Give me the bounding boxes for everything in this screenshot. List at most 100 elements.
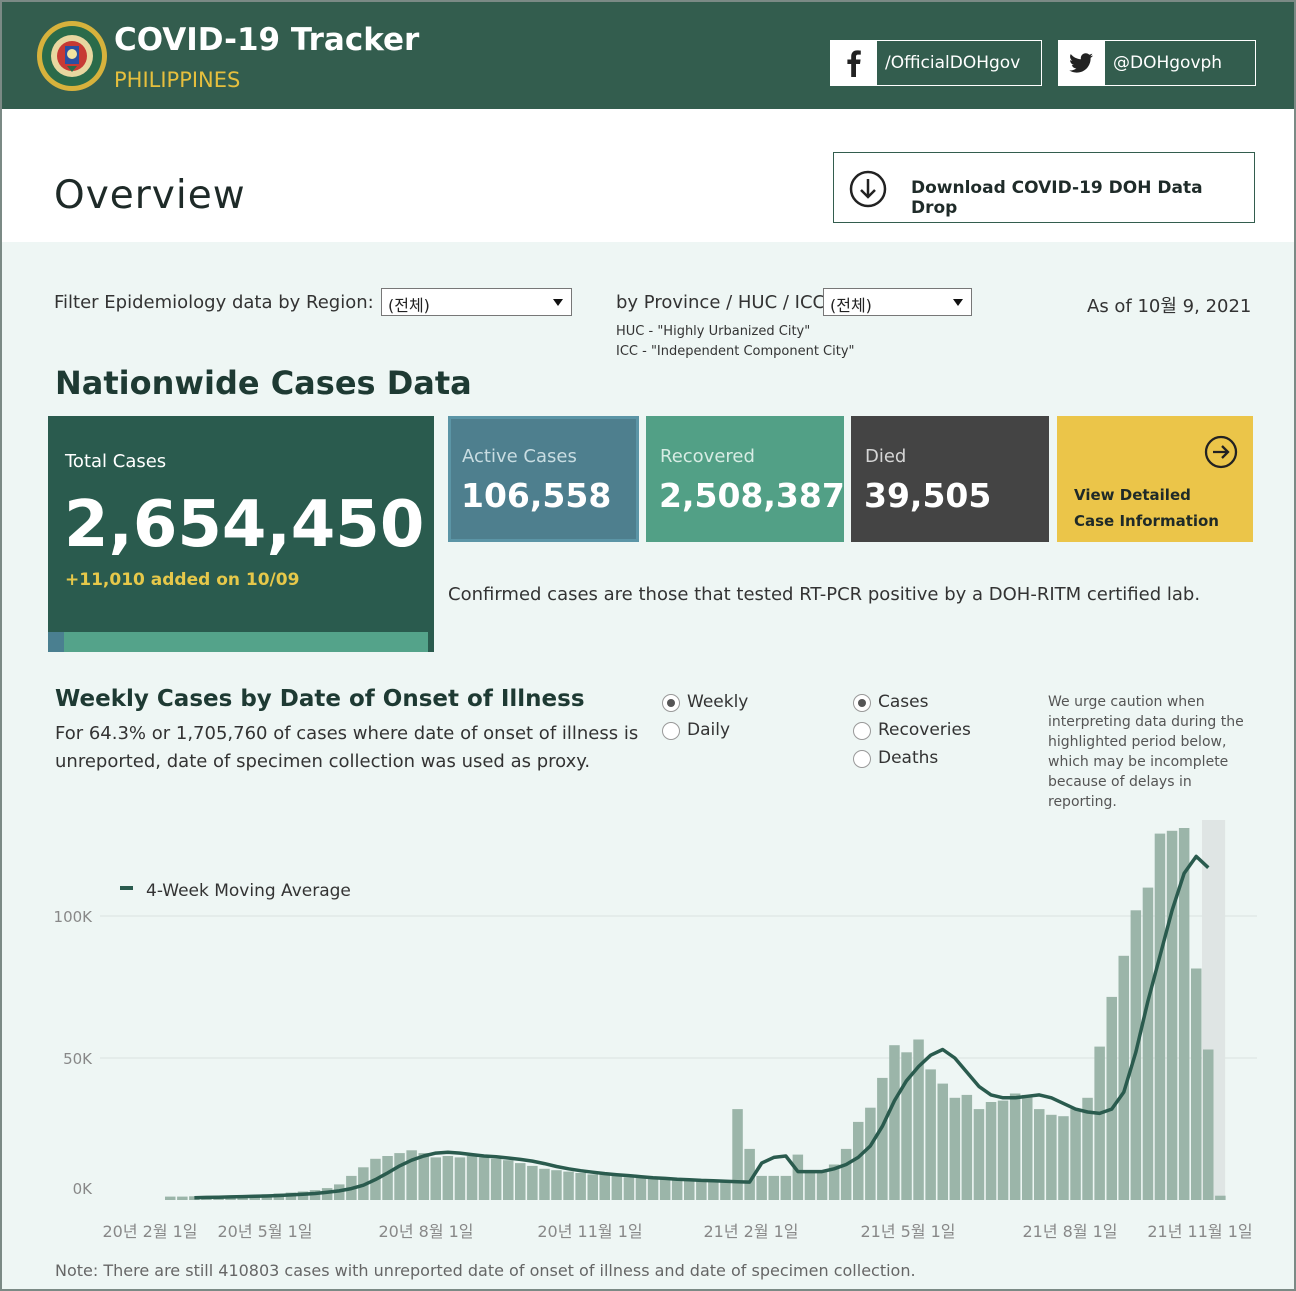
- weekly-cases-bar[interactable]: [189, 1196, 200, 1200]
- weekly-cases-bar[interactable]: [768, 1175, 780, 1200]
- weekly-cases-bar[interactable]: [1215, 1195, 1226, 1200]
- y-tick-label: 100K: [54, 908, 94, 926]
- x-tick-label: 20년 11월 1일: [537, 1222, 642, 1241]
- weekly-cases-bar[interactable]: [732, 1109, 743, 1200]
- weekly-cases-bar[interactable]: [913, 1039, 924, 1201]
- weekly-cases-bar[interactable]: [708, 1181, 719, 1201]
- weekly-cases-bar[interactable]: [527, 1165, 538, 1200]
- weekly-cases-bar[interactable]: [997, 1100, 1009, 1200]
- weekly-cases-bar[interactable]: [1094, 1046, 1105, 1200]
- weekly-cases-bar[interactable]: [1034, 1109, 1045, 1200]
- weekly-cases-bar[interactable]: [1082, 1097, 1093, 1200]
- weekly-cases-bar[interactable]: [454, 1157, 466, 1200]
- weekly-cases-bar[interactable]: [515, 1163, 526, 1200]
- radio-cases-label: Cases: [878, 692, 929, 712]
- weekly-cases-bar[interactable]: [1178, 828, 1190, 1200]
- weekly-cases-bar[interactable]: [865, 1107, 876, 1200]
- weekly-cases-bar[interactable]: [671, 1180, 683, 1200]
- weekly-cases-bar[interactable]: [1203, 1049, 1214, 1201]
- province-select-value: (전체): [830, 296, 872, 315]
- weekly-cases-bar[interactable]: [961, 1094, 973, 1200]
- weekly-cases-bar[interactable]: [1022, 1094, 1033, 1200]
- weekly-cases-bar[interactable]: [973, 1109, 985, 1200]
- weekly-cases-bar[interactable]: [623, 1177, 635, 1200]
- twitter-icon: [1059, 41, 1105, 85]
- weekly-cases-bar[interactable]: [165, 1196, 176, 1200]
- weekly-cases-title: Weekly Cases by Date of Onset of Illness: [55, 686, 585, 712]
- weekly-cases-bar[interactable]: [853, 1121, 864, 1200]
- weekly-cases-bar[interactable]: [406, 1150, 417, 1200]
- region-select-value: (전체): [388, 296, 430, 315]
- download-data-drop-button[interactable]: Download COVID-19 DOH Data Drop: [833, 152, 1255, 223]
- died-label: Died: [865, 446, 907, 467]
- twitter-link[interactable]: @DOHgovph: [1058, 40, 1256, 86]
- weekly-cases-bar[interactable]: [804, 1173, 816, 1200]
- radio-daily-label: Daily: [687, 720, 731, 740]
- strip-died-segment: [428, 632, 434, 652]
- weekly-cases-bar[interactable]: [1046, 1114, 1057, 1200]
- weekly-cases-bar[interactable]: [1154, 833, 1166, 1200]
- facebook-link[interactable]: /OfficialDOHgov: [830, 40, 1042, 86]
- chart-gridlines: [100, 915, 1257, 1059]
- weekly-cases-bar[interactable]: [816, 1170, 828, 1200]
- view-detailed-case-button[interactable]: View Detailed Case Information: [1057, 416, 1253, 542]
- weekly-cases-bar[interactable]: [877, 1077, 888, 1200]
- weekly-cases-bar[interactable]: [840, 1148, 852, 1200]
- weekly-cases-bar[interactable]: [611, 1175, 623, 1200]
- weekly-cases-bar[interactable]: [949, 1097, 961, 1200]
- weekly-cases-bar[interactable]: [466, 1156, 478, 1200]
- province-select[interactable]: (전체): [823, 288, 972, 316]
- weekly-cases-bar[interactable]: [1106, 996, 1118, 1200]
- weekly-cases-bar[interactable]: [563, 1171, 574, 1200]
- weekly-cases-bar[interactable]: [1070, 1109, 1081, 1200]
- weekly-cases-bar[interactable]: [478, 1157, 490, 1200]
- weekly-cases-bar[interactable]: [539, 1168, 550, 1200]
- legend-line-swatch: [120, 886, 133, 890]
- weekly-cases-bar[interactable]: [587, 1174, 599, 1200]
- weekly-cases-bar[interactable]: [177, 1196, 188, 1200]
- weekly-cases-bar[interactable]: [744, 1148, 755, 1200]
- weekly-cases-bar[interactable]: [901, 1052, 912, 1200]
- weekly-cases-bar[interactable]: [1058, 1116, 1069, 1200]
- region-select[interactable]: (전체): [381, 288, 572, 316]
- weekly-cases-bar[interactable]: [985, 1102, 997, 1200]
- weekly-cases-bar[interactable]: [696, 1180, 707, 1200]
- weekly-cases-bar[interactable]: [889, 1045, 900, 1200]
- weekly-cases-bar[interactable]: [925, 1069, 936, 1200]
- weekly-cases-bar[interactable]: [430, 1157, 442, 1200]
- weekly-cases-bar[interactable]: [394, 1153, 405, 1200]
- weekly-cases-bar[interactable]: [418, 1153, 430, 1200]
- chart-line-layer: [194, 854, 1210, 1200]
- weekly-cases-bar[interactable]: [720, 1181, 731, 1201]
- weekly-cases-bar[interactable]: [503, 1160, 514, 1200]
- weekly-cases-bar[interactable]: [551, 1170, 562, 1200]
- weekly-cases-bar[interactable]: [1118, 955, 1130, 1200]
- weekly-cases-bar[interactable]: [490, 1158, 502, 1200]
- weekly-cases-bar[interactable]: [756, 1175, 767, 1200]
- weekly-cases-bar[interactable]: [828, 1164, 840, 1201]
- weekly-cases-bar[interactable]: [1166, 830, 1178, 1200]
- weekly-cases-bar[interactable]: [382, 1156, 393, 1200]
- weekly-cases-bar[interactable]: [599, 1174, 611, 1200]
- weekly-cases-bar[interactable]: [1009, 1093, 1021, 1201]
- huc-note: HUC - "Highly Urbanized City": [616, 324, 811, 339]
- weekly-cases-bar[interactable]: [780, 1175, 792, 1200]
- weekly-cases-bar[interactable]: [575, 1173, 586, 1200]
- weekly-cases-bar[interactable]: [684, 1180, 695, 1200]
- twitter-handle: @DOHgovph: [1113, 53, 1223, 73]
- app-subtitle: PHILIPPINES: [114, 68, 241, 92]
- weekly-cases-bar[interactable]: [659, 1178, 671, 1200]
- view-detailed-text: View Detailed Case Information: [1074, 482, 1219, 534]
- weekly-cases-bar[interactable]: [442, 1156, 454, 1200]
- weekly-cases-bar[interactable]: [1191, 968, 1202, 1201]
- weekly-cases-bar[interactable]: [1142, 887, 1154, 1200]
- recovered-card: Recovered 2,508,387: [646, 416, 845, 542]
- weekly-cases-bar[interactable]: [647, 1178, 659, 1200]
- overview-band: Overview Download COVID-19 DOH Data Drop: [2, 109, 1294, 242]
- weekly-cases-bar[interactable]: [792, 1154, 804, 1200]
- weekly-cases-bar[interactable]: [937, 1083, 949, 1200]
- weekly-cases-subtitle: For 64.3% or 1,705,760 of cases where da…: [55, 723, 639, 772]
- weekly-cases-bar[interactable]: [635, 1177, 647, 1200]
- recovered-value: 2,508,387: [659, 476, 845, 515]
